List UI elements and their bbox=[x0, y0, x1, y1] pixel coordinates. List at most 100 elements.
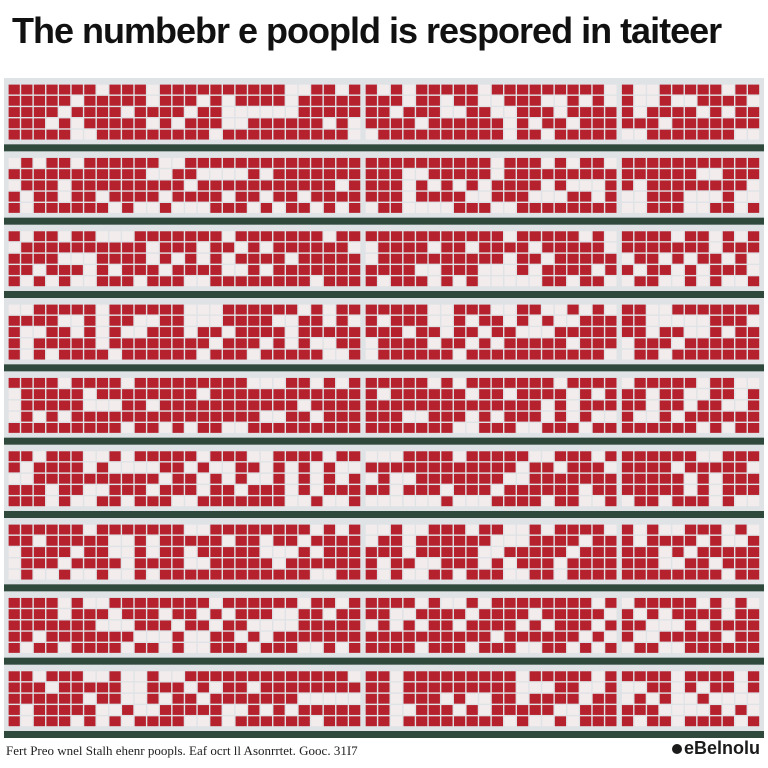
waffle-cell-filled bbox=[286, 693, 298, 704]
waffle-cell-empty bbox=[46, 276, 58, 287]
waffle-cell-filled bbox=[466, 620, 478, 631]
waffle-cell-empty bbox=[542, 411, 554, 422]
waffle-cell-filled bbox=[710, 118, 722, 129]
waffle-cell-empty bbox=[197, 716, 209, 727]
waffle-cell-filled bbox=[684, 643, 697, 653]
waffle-cell-empty bbox=[71, 547, 83, 557]
waffle-cell-filled bbox=[542, 693, 554, 704]
waffle-cell-filled bbox=[336, 400, 348, 411]
waffle-cell-filled bbox=[684, 609, 697, 620]
waffle-cell-filled bbox=[298, 609, 310, 620]
waffle-cell-empty bbox=[592, 620, 604, 631]
waffle-cell-filled bbox=[592, 253, 604, 264]
waffle-cell-empty bbox=[109, 547, 121, 557]
waffle-cell-filled bbox=[109, 169, 121, 180]
waffle-cell-filled bbox=[428, 400, 440, 411]
waffle-cell-filled bbox=[197, 682, 209, 693]
waffle-cell-filled bbox=[71, 377, 83, 388]
waffle-cell-filled bbox=[735, 107, 747, 117]
waffle-cell-filled bbox=[46, 597, 58, 608]
waffle-cell-filled bbox=[647, 535, 659, 546]
waffle-cell-filled bbox=[185, 157, 197, 168]
waffle-cell-filled bbox=[542, 535, 554, 546]
waffle-cell-filled bbox=[248, 304, 260, 315]
waffle-cell-filled bbox=[567, 327, 579, 337]
waffle-cell-filled bbox=[134, 411, 146, 422]
waffle-cell-empty bbox=[403, 705, 415, 715]
waffle-cell-filled bbox=[491, 524, 503, 535]
waffle-cell-empty bbox=[491, 169, 503, 180]
waffle-cell-empty bbox=[33, 671, 46, 682]
waffle-cell-filled bbox=[210, 242, 222, 253]
waffle-cell-filled bbox=[592, 169, 604, 180]
waffle-cell-filled bbox=[517, 451, 529, 462]
waffle-cell-filled bbox=[8, 705, 20, 715]
waffle-cell-filled bbox=[453, 535, 466, 546]
waffle-cell-filled bbox=[235, 349, 247, 360]
waffle-cell-empty bbox=[466, 693, 478, 704]
waffle-cell-filled bbox=[109, 389, 121, 400]
waffle-cell-filled bbox=[46, 84, 58, 95]
waffle-cell-filled bbox=[8, 265, 20, 275]
waffle-cell-filled bbox=[466, 253, 478, 264]
waffle-cell-filled bbox=[710, 253, 722, 264]
waffle-cell-empty bbox=[659, 496, 671, 507]
waffle-cell-filled bbox=[747, 451, 760, 462]
waffle-cell-empty bbox=[59, 377, 71, 388]
waffle-cell-empty bbox=[222, 169, 235, 180]
waffle-cell-empty bbox=[634, 129, 646, 140]
waffle-cell-filled bbox=[722, 157, 734, 168]
waffle-cell-empty bbox=[122, 327, 134, 337]
waffle-cell-empty bbox=[96, 304, 109, 315]
waffle-cell-empty bbox=[735, 203, 747, 213]
waffle-cell-empty bbox=[634, 682, 646, 693]
waffle-cell-empty bbox=[567, 547, 579, 557]
waffle-cell-empty bbox=[248, 473, 260, 484]
waffle-cell-filled bbox=[365, 423, 377, 433]
waffle-cell-filled bbox=[59, 631, 71, 642]
waffle-cell-filled bbox=[365, 304, 377, 315]
waffle-cell-filled bbox=[697, 609, 709, 620]
waffle-cell-filled bbox=[659, 671, 671, 682]
waffle-cell-empty bbox=[529, 716, 541, 727]
waffle-cell-empty bbox=[109, 349, 121, 360]
waffle-cell-filled bbox=[323, 95, 336, 106]
waffle-cell-filled bbox=[147, 620, 159, 631]
waffle-cell-empty bbox=[349, 129, 361, 140]
waffle-cell-filled bbox=[529, 84, 541, 95]
waffle-cell-empty bbox=[33, 411, 46, 422]
waffle-cell-filled bbox=[349, 524, 361, 535]
waffle-cell-filled bbox=[567, 203, 579, 213]
waffle-cell-filled bbox=[735, 411, 747, 422]
waffle-cell-filled bbox=[311, 169, 323, 180]
waffle-cell-filled bbox=[46, 671, 58, 682]
waffle-cell-filled bbox=[684, 597, 697, 608]
waffle-cell-filled bbox=[684, 496, 697, 507]
waffle-cell-filled bbox=[416, 327, 428, 337]
waffle-cell-filled bbox=[517, 231, 529, 242]
waffle-cell-empty bbox=[697, 315, 709, 326]
waffle-cell-filled bbox=[453, 411, 466, 422]
waffle-cell-filled bbox=[46, 451, 58, 462]
waffle-cell-empty bbox=[84, 389, 96, 400]
waffle-cell-empty bbox=[8, 569, 20, 580]
waffle-cell-empty bbox=[605, 157, 617, 168]
waffle-cell-filled bbox=[33, 400, 46, 411]
waffle-cell-empty bbox=[542, 327, 554, 337]
waffle-cell-filled bbox=[554, 496, 567, 507]
waffle-cell-filled bbox=[122, 265, 134, 275]
waffle-cell-filled bbox=[504, 462, 516, 473]
waffle-cell-filled bbox=[210, 180, 222, 191]
waffle-cell-empty bbox=[710, 485, 722, 495]
waffle-cell-empty bbox=[286, 496, 298, 507]
waffle-cell-filled bbox=[59, 496, 71, 507]
waffle-cell-empty bbox=[491, 157, 503, 168]
waffle-cell-filled bbox=[109, 524, 121, 535]
waffle-cell-filled bbox=[647, 462, 659, 473]
waffle-cell-filled bbox=[59, 349, 71, 360]
waffle-cell-filled bbox=[378, 535, 390, 546]
waffle-cell-empty bbox=[428, 265, 440, 275]
waffle-cell-empty bbox=[747, 129, 760, 140]
waffle-cell-empty bbox=[747, 191, 760, 202]
waffle-cell-filled bbox=[621, 84, 634, 95]
